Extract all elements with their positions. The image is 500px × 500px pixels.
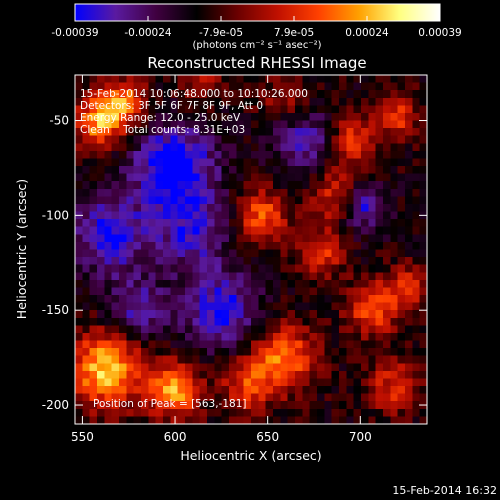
peak-position-label: Position of Peak = [563,-181]: [93, 398, 247, 410]
y-tick-label: -200: [42, 398, 69, 412]
y-tick-label: -150: [42, 303, 69, 317]
colorbar-ticks: -0.00039 -0.00024 -7.9e-05 7.9e-05 0.00024 0.…: [51, 16, 462, 39]
y-tick-label: -50: [49, 114, 69, 128]
colorbar-tick-label: -7.9e-05: [199, 27, 243, 39]
annotation-detectors: Detectors: 3F 5F 6F 7F 8F 9F, Att 0: [80, 100, 263, 112]
y-axis-ticks: -50 -100 -150 -200: [42, 114, 427, 412]
colorbar-tick-label: -0.00024: [124, 27, 172, 39]
y-axis-label: Heliocentric Y (arcsec): [14, 179, 29, 319]
x-tick-label: 700: [349, 430, 372, 444]
x-tick-label: 600: [164, 430, 187, 444]
x-axis-ticks: 550 600 650 700: [71, 75, 372, 444]
colorbar-tick-label: -0.00039: [51, 27, 98, 39]
y-tick-label: -100: [42, 208, 69, 222]
colorbar-tick-label: 0.00039: [418, 27, 461, 39]
x-tick-label: 650: [256, 430, 279, 444]
annotation-time-range: 15-Feb-2014 10:06:48.000 to 10:10:26.000: [80, 88, 308, 100]
colorbar: -0.00039 -0.00024 -7.9e-05 7.9e-05 0.00024 0.…: [51, 3, 462, 51]
heatmap-image: [75, 75, 427, 424]
colorbar-bar: [74, 3, 441, 22]
plot-area: 550 600 650 700 -50 -100 -150 -200: [42, 74, 428, 444]
x-tick-label: 550: [71, 430, 94, 444]
chart-title: Reconstructed RHESSI Image: [147, 54, 366, 72]
colorbar-tick-label: 0.00024: [345, 27, 389, 39]
annotation-energy-range: Energy Range: 12.0 - 25.0 keV: [80, 112, 241, 124]
annotation-clean-counts: Clean Total counts: 8.31E+03: [80, 124, 245, 136]
colorbar-tick-label: 7.9e-05: [274, 27, 314, 39]
colorbar-unit: (photons cm⁻² s⁻¹ asec⁻²): [192, 40, 321, 51]
x-axis-label: Heliocentric X (arcsec): [180, 448, 321, 463]
plot-frame: [74, 74, 428, 425]
annotation-block: 15-Feb-2014 10:06:48.000 to 10:10:26.000…: [80, 88, 308, 136]
timestamp: 15-Feb-2014 16:32: [392, 484, 497, 497]
